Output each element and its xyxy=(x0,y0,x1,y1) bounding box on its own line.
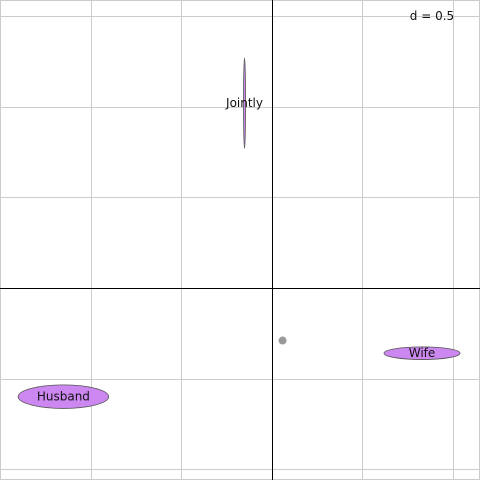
ellipse-label-husband: Husband xyxy=(37,390,90,404)
grid-scale-label: d = 0.5 xyxy=(410,9,454,23)
ellipse-label-jointly: Jointly xyxy=(225,96,263,110)
centroid-point xyxy=(278,336,287,345)
ellipse-husband xyxy=(17,384,110,409)
ellipse-label-wife: Wife xyxy=(409,346,436,360)
chart-marks: Jointly Wife Husband xyxy=(17,57,461,409)
ellipse-jointly xyxy=(243,57,246,149)
ellipse-wife xyxy=(383,346,461,360)
